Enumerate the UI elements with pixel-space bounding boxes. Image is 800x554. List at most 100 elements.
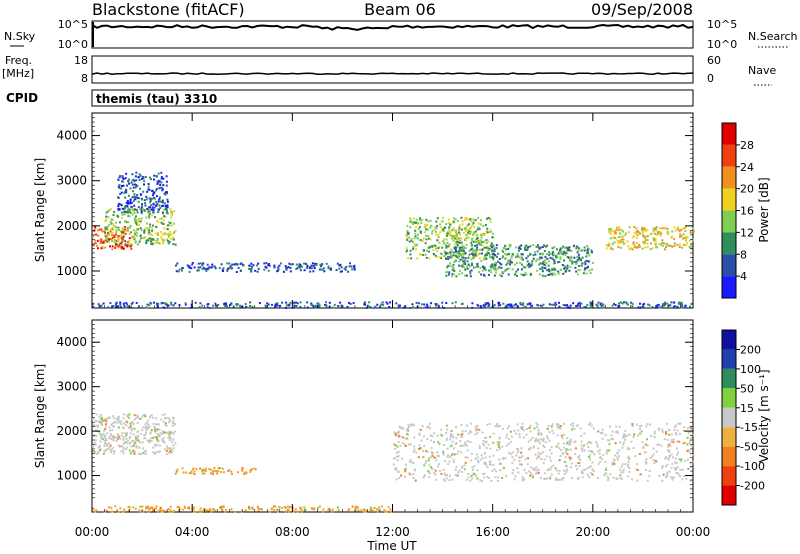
data-cell bbox=[157, 220, 160, 223]
data-cell bbox=[548, 431, 551, 434]
data-cell bbox=[509, 430, 512, 433]
data-cell bbox=[671, 230, 674, 233]
data-cell bbox=[164, 422, 167, 425]
data-cell bbox=[120, 247, 123, 250]
data-cell bbox=[628, 457, 631, 460]
data-cell bbox=[132, 210, 135, 212]
data-cell bbox=[319, 263, 322, 266]
data-cell bbox=[230, 302, 233, 305]
data-cell bbox=[123, 422, 126, 425]
data-cell bbox=[662, 242, 665, 245]
data-cell bbox=[499, 262, 501, 265]
data-cell bbox=[496, 449, 499, 452]
data-cell bbox=[299, 305, 302, 308]
data-cell bbox=[381, 301, 384, 304]
data-cell bbox=[443, 250, 446, 253]
data-cell bbox=[454, 248, 457, 251]
data-cell bbox=[168, 436, 171, 439]
data-cell bbox=[405, 429, 408, 432]
data-cell bbox=[106, 225, 109, 228]
data-cell bbox=[672, 441, 675, 444]
data-cell bbox=[650, 435, 653, 438]
data-cell bbox=[167, 242, 170, 245]
data-cell bbox=[147, 507, 150, 510]
data-cell bbox=[153, 436, 156, 439]
data-cell bbox=[573, 441, 576, 443]
data-cell bbox=[129, 226, 132, 229]
data-cell bbox=[428, 427, 431, 430]
data-cell bbox=[524, 266, 527, 269]
data-cell bbox=[357, 506, 359, 509]
data-cell bbox=[382, 304, 385, 306]
data-cell bbox=[537, 440, 540, 443]
data-cell bbox=[479, 266, 482, 269]
data-cell bbox=[627, 465, 629, 468]
data-cell bbox=[464, 217, 467, 220]
data-cell bbox=[116, 239, 119, 242]
data-cell bbox=[522, 436, 525, 439]
data-cell bbox=[166, 228, 169, 230]
data-cell bbox=[578, 269, 581, 272]
data-cell bbox=[524, 248, 527, 251]
data-cell bbox=[105, 425, 108, 428]
data-cell bbox=[692, 454, 695, 457]
data-cell bbox=[109, 245, 111, 248]
data-cell bbox=[464, 430, 467, 433]
data-cell bbox=[508, 245, 511, 248]
data-cell bbox=[668, 450, 671, 453]
data-cell bbox=[229, 303, 232, 306]
data-cell bbox=[535, 426, 538, 429]
data-cell bbox=[171, 422, 174, 425]
data-cell bbox=[535, 422, 538, 425]
data-cell bbox=[121, 237, 124, 240]
data-cell bbox=[596, 443, 599, 446]
data-cell bbox=[441, 301, 444, 304]
data-cell bbox=[228, 262, 231, 265]
data-cell bbox=[122, 442, 125, 445]
data-cell bbox=[651, 455, 654, 458]
data-cell bbox=[462, 263, 465, 266]
data-cell bbox=[172, 447, 175, 450]
data-cell bbox=[681, 227, 684, 230]
data-cell bbox=[144, 426, 147, 429]
data-cell bbox=[467, 223, 470, 226]
data-cell bbox=[256, 270, 259, 273]
data-cell bbox=[151, 227, 154, 230]
data-cell bbox=[653, 436, 656, 439]
data-cell bbox=[135, 209, 138, 212]
data-cell bbox=[408, 460, 411, 463]
data-cell bbox=[520, 244, 523, 247]
data-cell bbox=[447, 221, 450, 224]
data-cell bbox=[423, 231, 426, 234]
data-cell bbox=[561, 253, 564, 256]
data-cell bbox=[133, 195, 136, 198]
data-cell bbox=[507, 253, 509, 256]
data-cell bbox=[590, 301, 593, 304]
data-cell bbox=[463, 262, 466, 264]
data-cell bbox=[640, 306, 643, 309]
data-cell bbox=[408, 472, 411, 475]
data-cell bbox=[456, 255, 458, 258]
data-cell bbox=[672, 438, 675, 441]
data-cell bbox=[657, 233, 660, 235]
data-cell bbox=[578, 247, 581, 250]
data-cell bbox=[665, 243, 668, 246]
data-cell bbox=[407, 257, 410, 260]
data-cell bbox=[224, 508, 227, 511]
data-cell bbox=[447, 230, 450, 233]
nave-tick-top: 60 bbox=[707, 54, 721, 67]
data-cell bbox=[485, 242, 488, 244]
data-cell bbox=[445, 438, 448, 441]
data-cell bbox=[417, 233, 419, 236]
data-cell bbox=[428, 472, 431, 475]
data-cell bbox=[131, 440, 134, 443]
data-cell bbox=[347, 509, 350, 512]
data-cell bbox=[273, 505, 275, 508]
data-cell bbox=[239, 269, 242, 272]
data-cell bbox=[120, 211, 123, 214]
data-cell bbox=[217, 470, 220, 473]
data-cell bbox=[254, 468, 257, 471]
data-cell bbox=[140, 210, 143, 213]
data-cell bbox=[169, 237, 172, 240]
data-cell bbox=[208, 266, 211, 269]
